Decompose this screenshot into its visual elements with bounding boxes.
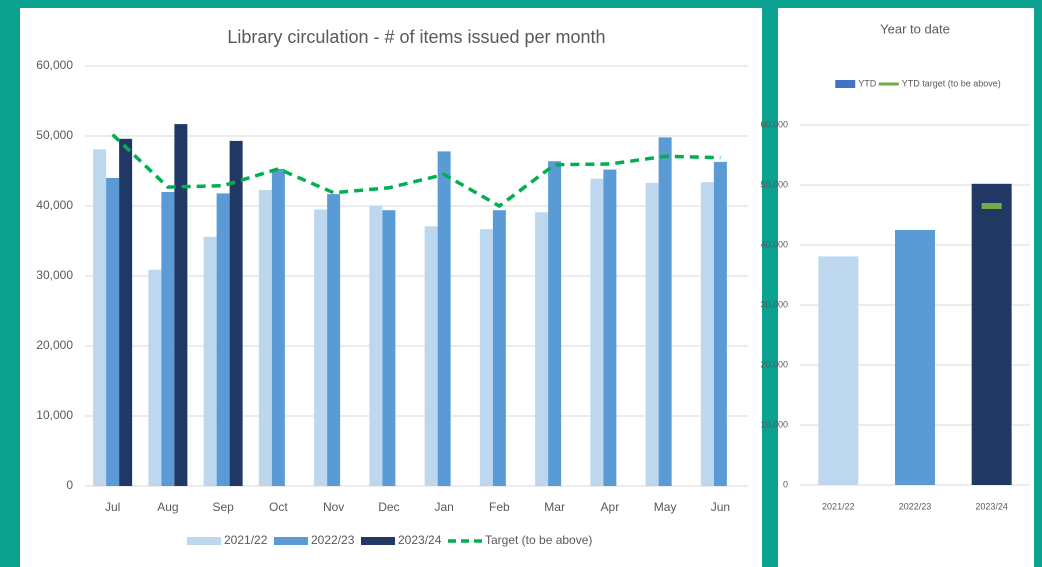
- x-tick-label: Apr: [601, 500, 620, 514]
- y-tick-label: 60,000: [760, 119, 788, 129]
- bar: [424, 226, 438, 487]
- legend-label: 2021/22: [224, 533, 268, 547]
- chart-title: Year to date: [880, 21, 950, 36]
- y-tick-label: 60,000: [36, 58, 73, 72]
- legend-label: YTD: [858, 78, 877, 88]
- y-tick-label: 10,000: [760, 419, 788, 429]
- legend-swatch: [187, 537, 221, 545]
- target-line: [111, 133, 721, 209]
- bar: [492, 210, 506, 486]
- bar: [203, 236, 217, 486]
- bar: [382, 210, 396, 486]
- x-tick-label: Jan: [434, 500, 453, 514]
- bar: [548, 161, 562, 486]
- x-tick-label: 2023/24: [975, 501, 1008, 511]
- bar: [535, 212, 549, 487]
- bar: [700, 182, 714, 486]
- bar: [895, 230, 935, 485]
- bar: [216, 193, 230, 486]
- x-tick-label: Sep: [212, 500, 234, 514]
- bar: [174, 124, 188, 486]
- y-tick-label: 20,000: [760, 359, 788, 369]
- bar: [369, 206, 383, 486]
- x-tick-label: 2021/22: [822, 501, 855, 511]
- x-tick-label: Dec: [378, 500, 399, 514]
- legend-swatch: [835, 80, 856, 88]
- y-tick-label: 40,000: [36, 198, 73, 212]
- bar: [327, 194, 341, 486]
- x-tick-label: Jun: [711, 500, 730, 514]
- x-tick-label: Aug: [157, 500, 178, 514]
- x-tick-label: May: [654, 500, 677, 514]
- legend-label: YTD target (to be above): [902, 78, 1001, 88]
- bar: [818, 256, 859, 485]
- bar: [437, 151, 451, 486]
- bar: [229, 140, 243, 486]
- bar: [148, 269, 162, 486]
- bar: [93, 149, 107, 487]
- y-tick-label: 10,000: [36, 408, 73, 422]
- y-tick-label: 30,000: [36, 268, 73, 282]
- legend-label: 2023/24: [398, 533, 442, 547]
- bar: [590, 178, 604, 486]
- bar: [658, 137, 672, 486]
- bar: [258, 189, 272, 486]
- bar: [119, 138, 133, 487]
- x-tick-label: Mar: [544, 500, 565, 514]
- legend-swatch: [361, 537, 395, 545]
- y-tick-label: 40,000: [760, 239, 788, 249]
- legend-label: 2022/23: [311, 533, 355, 547]
- x-tick-label: Feb: [489, 500, 510, 514]
- x-tick-label: Jul: [105, 500, 120, 514]
- y-tick-label: 0: [66, 478, 73, 492]
- bar: [603, 169, 617, 486]
- bar: [713, 161, 727, 486]
- bar: [161, 192, 175, 486]
- legend-label: Target (to be above): [485, 533, 592, 547]
- y-tick-label: 50,000: [760, 179, 788, 189]
- bar: [106, 178, 120, 486]
- x-tick-label: 2022/23: [899, 501, 932, 511]
- bar: [645, 182, 659, 486]
- y-tick-label: 20,000: [36, 338, 73, 352]
- legend-swatch: [274, 537, 308, 545]
- y-tick-label: 0: [783, 479, 788, 489]
- bar: [314, 209, 328, 486]
- y-tick-label: 30,000: [760, 299, 788, 309]
- x-tick-label: Oct: [269, 500, 288, 514]
- y-tick-label: 50,000: [36, 128, 73, 142]
- bar: [479, 229, 493, 486]
- x-tick-label: Nov: [323, 500, 344, 514]
- bar: [271, 168, 285, 486]
- bar: [971, 183, 1012, 486]
- chart-title: Library circulation - # of items issued …: [227, 27, 605, 47]
